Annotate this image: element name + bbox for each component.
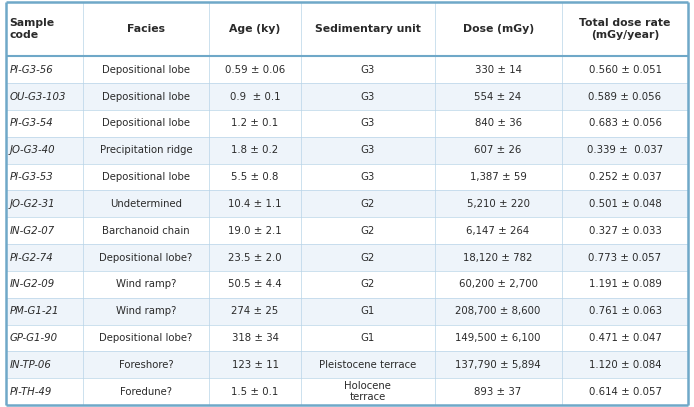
Text: PM-G1-21: PM-G1-21: [10, 306, 59, 316]
Text: 0.252 ± 0.037: 0.252 ± 0.037: [589, 172, 661, 182]
Text: 1.191 ± 0.089: 1.191 ± 0.089: [589, 279, 661, 289]
Text: 330 ± 14: 330 ± 14: [475, 65, 522, 75]
Text: 0.9  ± 0.1: 0.9 ± 0.1: [230, 92, 280, 102]
Text: Depositional lobe?: Depositional lobe?: [99, 252, 193, 263]
Text: Depositional lobe: Depositional lobe: [102, 65, 190, 75]
Text: G3: G3: [361, 118, 375, 129]
Text: Dose (mGy): Dose (mGy): [463, 24, 534, 34]
Text: 1,387 ± 59: 1,387 ± 59: [470, 172, 527, 182]
Text: 0.683 ± 0.056: 0.683 ± 0.056: [589, 118, 661, 129]
Text: PI-G3-56: PI-G3-56: [10, 65, 53, 75]
Text: JO-G2-31: JO-G2-31: [10, 199, 56, 209]
Text: PI-G2-74: PI-G2-74: [10, 252, 53, 263]
Text: Wind ramp?: Wind ramp?: [116, 306, 176, 316]
Text: Depositional lobe: Depositional lobe: [102, 92, 190, 102]
Text: 5.5 ± 0.8: 5.5 ± 0.8: [231, 172, 279, 182]
Text: 19.0 ± 2.1: 19.0 ± 2.1: [228, 226, 282, 236]
Bar: [6, 217, 688, 244]
Text: 0.327 ± 0.033: 0.327 ± 0.033: [589, 226, 661, 236]
Text: 0.59 ± 0.06: 0.59 ± 0.06: [225, 65, 285, 75]
Text: 0.614 ± 0.057: 0.614 ± 0.057: [589, 387, 661, 396]
Text: 0.761 ± 0.063: 0.761 ± 0.063: [589, 306, 661, 316]
Text: Foredune?: Foredune?: [120, 387, 172, 396]
Text: Barchanoid chain: Barchanoid chain: [102, 226, 189, 236]
Text: 0.471 ± 0.047: 0.471 ± 0.047: [589, 333, 661, 343]
Text: 0.339 ±  0.037: 0.339 ± 0.037: [587, 145, 663, 155]
Text: PI-G3-53: PI-G3-53: [10, 172, 53, 182]
Text: Wind ramp?: Wind ramp?: [116, 279, 176, 289]
Text: Precipitation ridge: Precipitation ridge: [100, 145, 192, 155]
Text: Sample
code: Sample code: [10, 18, 55, 40]
Text: 0.589 ± 0.056: 0.589 ± 0.056: [589, 92, 661, 102]
Text: Depositional lobe?: Depositional lobe?: [99, 333, 193, 343]
Text: 274 ± 25: 274 ± 25: [231, 306, 279, 316]
Bar: [6, 137, 688, 164]
Text: G3: G3: [361, 172, 375, 182]
Text: G2: G2: [361, 199, 375, 209]
Bar: [6, 244, 688, 271]
Text: 18,120 ± 782: 18,120 ± 782: [464, 252, 533, 263]
Text: G3: G3: [361, 145, 375, 155]
Text: G2: G2: [361, 279, 375, 289]
Bar: [6, 378, 688, 405]
Bar: [6, 83, 688, 110]
Text: G1: G1: [361, 306, 375, 316]
Text: 1.8 ± 0.2: 1.8 ± 0.2: [232, 145, 278, 155]
Bar: [6, 271, 688, 298]
Text: Foreshore?: Foreshore?: [119, 360, 174, 370]
Text: G2: G2: [361, 226, 375, 236]
Text: 0.560 ± 0.051: 0.560 ± 0.051: [589, 65, 661, 75]
Text: JO-G3-40: JO-G3-40: [10, 145, 56, 155]
Text: IN-G2-09: IN-G2-09: [10, 279, 55, 289]
Text: 60,200 ± 2,700: 60,200 ± 2,700: [459, 279, 538, 289]
Text: Undetermined: Undetermined: [110, 199, 182, 209]
Bar: [6, 164, 688, 190]
Bar: [6, 324, 688, 351]
Text: 50.5 ± 4.4: 50.5 ± 4.4: [228, 279, 282, 289]
Text: OU-G3-103: OU-G3-103: [10, 92, 66, 102]
Bar: [6, 2, 688, 57]
Text: 893 ± 37: 893 ± 37: [475, 387, 522, 396]
Text: PI-TH-49: PI-TH-49: [10, 387, 52, 396]
Text: 5,210 ± 220: 5,210 ± 220: [466, 199, 530, 209]
Text: 318 ± 34: 318 ± 34: [232, 333, 278, 343]
Text: 0.501 ± 0.048: 0.501 ± 0.048: [589, 199, 661, 209]
Text: Holocene
terrace: Holocene terrace: [344, 381, 391, 403]
Bar: [6, 351, 688, 378]
Text: Age (ky): Age (ky): [230, 24, 280, 34]
Text: PI-G3-54: PI-G3-54: [10, 118, 53, 129]
Text: 554 ± 24: 554 ± 24: [475, 92, 522, 102]
Text: Depositional lobe: Depositional lobe: [102, 172, 190, 182]
Text: 1.120 ± 0.084: 1.120 ± 0.084: [589, 360, 661, 370]
Bar: [6, 57, 688, 83]
Text: G3: G3: [361, 65, 375, 75]
Text: G2: G2: [361, 252, 375, 263]
Bar: [6, 190, 688, 217]
Text: Sedimentary unit: Sedimentary unit: [315, 24, 421, 34]
Text: Pleistocene terrace: Pleistocene terrace: [319, 360, 416, 370]
Text: 1.2 ± 0.1: 1.2 ± 0.1: [232, 118, 278, 129]
Text: 607 ± 26: 607 ± 26: [475, 145, 522, 155]
Text: 137,790 ± 5,894: 137,790 ± 5,894: [455, 360, 541, 370]
Text: Total dose rate
(mGy/year): Total dose rate (mGy/year): [579, 18, 670, 40]
Text: GP-G1-90: GP-G1-90: [10, 333, 58, 343]
Text: Facies: Facies: [127, 24, 165, 34]
Text: G1: G1: [361, 333, 375, 343]
Text: G3: G3: [361, 92, 375, 102]
Text: 208,700 ± 8,600: 208,700 ± 8,600: [455, 306, 541, 316]
Text: 149,500 ± 6,100: 149,500 ± 6,100: [455, 333, 541, 343]
Bar: [6, 298, 688, 324]
Text: 123 ± 11: 123 ± 11: [232, 360, 278, 370]
Text: Depositional lobe: Depositional lobe: [102, 118, 190, 129]
Text: 0.773 ± 0.057: 0.773 ± 0.057: [589, 252, 661, 263]
Text: 23.5 ± 2.0: 23.5 ± 2.0: [228, 252, 282, 263]
Text: 6,147 ± 264: 6,147 ± 264: [466, 226, 530, 236]
Bar: [6, 110, 688, 137]
Text: 10.4 ± 1.1: 10.4 ± 1.1: [228, 199, 282, 209]
Text: IN-G2-07: IN-G2-07: [10, 226, 55, 236]
Text: 840 ± 36: 840 ± 36: [475, 118, 522, 129]
Text: 1.5 ± 0.1: 1.5 ± 0.1: [231, 387, 279, 396]
Text: IN-TP-06: IN-TP-06: [10, 360, 51, 370]
